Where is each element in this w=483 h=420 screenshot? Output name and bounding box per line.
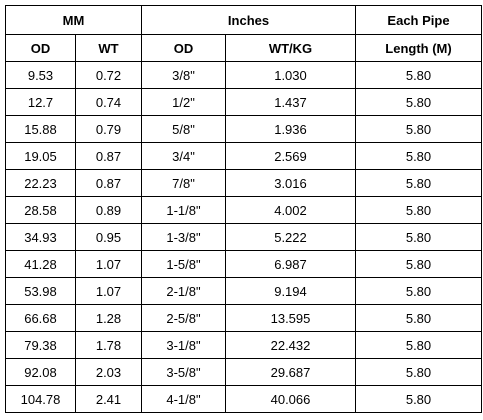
cell-wt-kg: 5.222 <box>225 223 356 251</box>
cell-od-mm: 104.78 <box>5 385 76 413</box>
cell-wt-kg: 29.687 <box>225 358 356 386</box>
cell-od-mm: 15.88 <box>5 115 76 143</box>
cell-wt: 1.78 <box>75 331 142 359</box>
cell-wt: 0.79 <box>75 115 142 143</box>
cell-od-inches: 5/8" <box>141 115 226 143</box>
cell-length: 5.80 <box>355 250 482 278</box>
cell-od-inches: 1-5/8" <box>141 250 226 278</box>
cell-wt: 0.89 <box>75 196 142 224</box>
cell-od-mm: 53.98 <box>5 277 76 305</box>
table-row: 41.28 1.07 1-5/8" 6.987 5.80 <box>5 250 482 278</box>
cell-od-mm: 9.53 <box>5 61 76 89</box>
column-header-row: OD WT OD WT/KG Length (M) <box>5 34 482 62</box>
pipe-spec-table-container: MM Inches Each Pipe OD WT OD WT/KG Lengt… <box>5 5 482 413</box>
cell-length: 5.80 <box>355 385 482 413</box>
cell-length: 5.80 <box>355 61 482 89</box>
cell-od-inches: 3-1/8" <box>141 331 226 359</box>
cell-length: 5.80 <box>355 223 482 251</box>
cell-wt: 0.95 <box>75 223 142 251</box>
cell-wt-kg: 2.569 <box>225 142 356 170</box>
cell-od-inches: 3-5/8" <box>141 358 226 386</box>
table-row: 9.53 0.72 3/8" 1.030 5.80 <box>5 61 482 89</box>
cell-od-inches: 1-1/8" <box>141 196 226 224</box>
cell-wt: 2.03 <box>75 358 142 386</box>
cell-wt-kg: 4.002 <box>225 196 356 224</box>
cell-wt: 0.87 <box>75 169 142 197</box>
cell-od-inches: 3/8" <box>141 61 226 89</box>
group-header-mm: MM <box>5 5 142 35</box>
cell-length: 5.80 <box>355 115 482 143</box>
cell-od-mm: 41.28 <box>5 250 76 278</box>
cell-wt: 0.74 <box>75 88 142 116</box>
column-header-od-inches: OD <box>141 34 226 62</box>
table-body: 9.53 0.72 3/8" 1.030 5.80 12.7 0.74 1/2" 1.437 5.… <box>5 61 482 413</box>
table-row: 22.23 0.87 7/8" 3.016 5.80 <box>5 169 482 197</box>
group-header-each-pipe: Each Pipe <box>355 5 482 35</box>
cell-wt-kg: 22.432 <box>225 331 356 359</box>
cell-wt: 2.41 <box>75 385 142 413</box>
cell-od-mm: 34.93 <box>5 223 76 251</box>
column-header-od-mm: OD <box>5 34 76 62</box>
cell-od-mm: 66.68 <box>5 304 76 332</box>
cell-wt: 1.28 <box>75 304 142 332</box>
cell-od-inches: 2-5/8" <box>141 304 226 332</box>
cell-wt: 0.72 <box>75 61 142 89</box>
cell-wt-kg: 40.066 <box>225 385 356 413</box>
cell-od-mm: 12.7 <box>5 88 76 116</box>
cell-od-mm: 28.58 <box>5 196 76 224</box>
cell-od-inches: 3/4" <box>141 142 226 170</box>
table-row: 15.88 0.79 5/8" 1.936 5.80 <box>5 115 482 143</box>
table-row: 28.58 0.89 1-1/8" 4.002 5.80 <box>5 196 482 224</box>
cell-od-mm: 19.05 <box>5 142 76 170</box>
cell-length: 5.80 <box>355 331 482 359</box>
cell-wt-kg: 1.936 <box>225 115 356 143</box>
cell-length: 5.80 <box>355 169 482 197</box>
cell-od-inches: 2-1/8" <box>141 277 226 305</box>
table-row: 92.08 2.03 3-5/8" 29.687 5.80 <box>5 358 482 386</box>
table-row: 104.78 2.41 4-1/8" 40.066 5.80 <box>5 385 482 413</box>
table-row: 53.98 1.07 2-1/8" 9.194 5.80 <box>5 277 482 305</box>
cell-wt: 1.07 <box>75 277 142 305</box>
group-header-inches: Inches <box>141 5 356 35</box>
cell-od-mm: 79.38 <box>5 331 76 359</box>
column-header-wt-kg: WT/KG <box>225 34 356 62</box>
column-header-wt: WT <box>75 34 142 62</box>
cell-od-mm: 22.23 <box>5 169 76 197</box>
cell-wt-kg: 3.016 <box>225 169 356 197</box>
column-header-length: Length (M) <box>355 34 482 62</box>
cell-od-mm: 92.08 <box>5 358 76 386</box>
cell-wt-kg: 9.194 <box>225 277 356 305</box>
cell-wt-kg: 1.030 <box>225 61 356 89</box>
cell-wt: 1.07 <box>75 250 142 278</box>
cell-wt-kg: 6.987 <box>225 250 356 278</box>
table-row: 34.93 0.95 1-3/8" 5.222 5.80 <box>5 223 482 251</box>
pipe-spec-table: MM Inches Each Pipe OD WT OD WT/KG Lengt… <box>5 5 482 413</box>
cell-od-inches: 7/8" <box>141 169 226 197</box>
table-row: 79.38 1.78 3-1/8" 22.432 5.80 <box>5 331 482 359</box>
group-header-row: MM Inches Each Pipe <box>5 5 482 35</box>
cell-length: 5.80 <box>355 358 482 386</box>
cell-length: 5.80 <box>355 196 482 224</box>
cell-wt: 0.87 <box>75 142 142 170</box>
table-row: 19.05 0.87 3/4" 2.569 5.80 <box>5 142 482 170</box>
cell-od-inches: 1-3/8" <box>141 223 226 251</box>
table-row: 66.68 1.28 2-5/8" 13.595 5.80 <box>5 304 482 332</box>
cell-length: 5.80 <box>355 304 482 332</box>
cell-length: 5.80 <box>355 277 482 305</box>
cell-od-inches: 1/2" <box>141 88 226 116</box>
cell-wt-kg: 1.437 <box>225 88 356 116</box>
cell-length: 5.80 <box>355 88 482 116</box>
cell-length: 5.80 <box>355 142 482 170</box>
table-row: 12.7 0.74 1/2" 1.437 5.80 <box>5 88 482 116</box>
cell-od-inches: 4-1/8" <box>141 385 226 413</box>
cell-wt-kg: 13.595 <box>225 304 356 332</box>
